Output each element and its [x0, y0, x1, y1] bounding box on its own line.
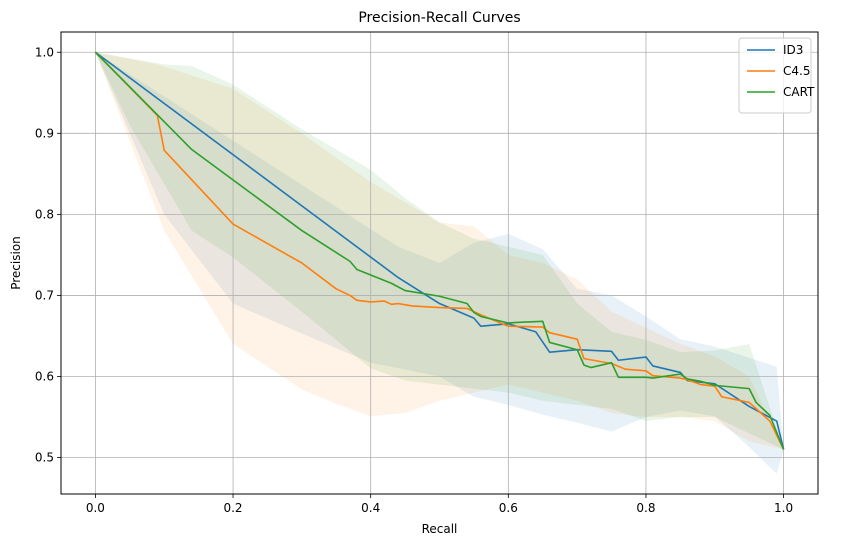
x-tick-label: 0.2 — [223, 501, 242, 515]
x-axis-ticks: 0.0 0.2 0.4 0.6 0.8 1.0 — [86, 494, 793, 515]
series-line-c4-5 — [94, 51, 785, 450]
band-id3 — [95, 52, 784, 474]
series-line-cart — [94, 51, 785, 450]
x-axis-label: Recall — [422, 522, 458, 536]
plot-frame — [60, 31, 819, 495]
legend-label-id3: ID3 — [783, 43, 803, 57]
legend-label-c4-5: C4.5 — [783, 64, 810, 78]
x-tick-label: 0.6 — [499, 501, 518, 515]
x-tick-label: 1.0 — [774, 501, 793, 515]
y-tick-label: 0.8 — [35, 207, 54, 221]
series-line-id3 — [94, 51, 785, 450]
y-tick-label: 1.0 — [35, 45, 54, 59]
y-tick-label: 0.9 — [35, 126, 54, 140]
legend: ID3 C4.5 CART — [738, 37, 815, 114]
y-tick-label: 0.7 — [35, 288, 54, 302]
x-tick-label: 0.4 — [361, 501, 380, 515]
y-tick-label: 0.5 — [35, 451, 54, 465]
legend-box — [738, 37, 812, 114]
confidence-bands — [95, 52, 784, 474]
y-axis-ticks: 0.5 0.6 0.7 0.8 0.9 1.0 — [35, 45, 61, 465]
x-tick-label: 0.8 — [636, 501, 655, 515]
legend-label-cart: CART — [783, 85, 815, 99]
grid-lines — [61, 32, 818, 494]
y-tick-label: 0.6 — [35, 369, 54, 383]
series-lines — [94, 51, 785, 450]
band-cart — [95, 52, 784, 450]
band-c4-5 — [95, 52, 784, 450]
chart-title: Precision-Recall Curves — [358, 10, 520, 26]
x-tick-label: 0.0 — [86, 501, 105, 515]
y-axis-label: Precision — [9, 236, 23, 290]
